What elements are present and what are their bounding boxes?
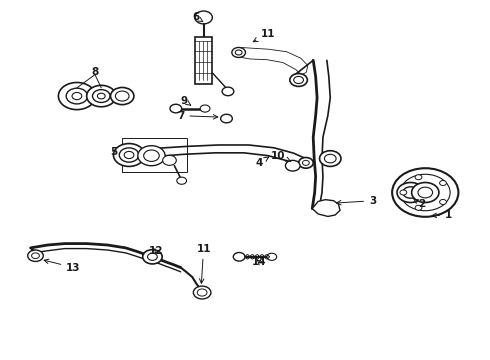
Circle shape bbox=[195, 11, 212, 24]
Circle shape bbox=[147, 253, 157, 260]
Circle shape bbox=[290, 73, 307, 86]
Circle shape bbox=[138, 146, 165, 166]
Text: 7: 7 bbox=[177, 111, 218, 121]
Circle shape bbox=[111, 87, 134, 105]
Circle shape bbox=[119, 148, 139, 162]
Circle shape bbox=[200, 105, 210, 112]
Circle shape bbox=[170, 104, 182, 113]
Text: 14: 14 bbox=[252, 257, 267, 267]
Text: 10: 10 bbox=[271, 151, 291, 161]
Circle shape bbox=[235, 50, 242, 55]
Bar bbox=[195, 37, 212, 84]
Circle shape bbox=[31, 253, 39, 258]
Text: 11: 11 bbox=[253, 28, 276, 42]
Circle shape bbox=[220, 114, 232, 123]
Polygon shape bbox=[312, 200, 340, 216]
Circle shape bbox=[177, 177, 187, 184]
Text: 11: 11 bbox=[196, 244, 211, 283]
Circle shape bbox=[324, 154, 336, 163]
Circle shape bbox=[143, 249, 162, 264]
Text: 9: 9 bbox=[180, 96, 191, 106]
Text: 13: 13 bbox=[44, 259, 81, 273]
Circle shape bbox=[298, 157, 313, 168]
Circle shape bbox=[286, 160, 300, 171]
Circle shape bbox=[144, 150, 159, 161]
Circle shape bbox=[403, 187, 418, 198]
Text: 6: 6 bbox=[193, 13, 203, 22]
Circle shape bbox=[415, 175, 422, 180]
Circle shape bbox=[440, 181, 446, 185]
Circle shape bbox=[98, 93, 105, 99]
Circle shape bbox=[124, 152, 134, 158]
Circle shape bbox=[302, 160, 309, 165]
Circle shape bbox=[194, 286, 211, 299]
Circle shape bbox=[116, 91, 129, 101]
Circle shape bbox=[233, 252, 245, 261]
Text: 12: 12 bbox=[149, 246, 164, 256]
Circle shape bbox=[232, 48, 245, 58]
Circle shape bbox=[294, 76, 303, 84]
Circle shape bbox=[197, 289, 207, 296]
Circle shape bbox=[412, 183, 439, 203]
Circle shape bbox=[28, 250, 43, 261]
Polygon shape bbox=[240, 48, 307, 84]
Circle shape bbox=[400, 174, 450, 211]
Circle shape bbox=[114, 144, 145, 166]
Circle shape bbox=[58, 82, 96, 110]
Text: 2: 2 bbox=[414, 199, 425, 209]
Circle shape bbox=[93, 90, 110, 103]
Circle shape bbox=[163, 156, 176, 165]
Text: 3: 3 bbox=[337, 196, 376, 206]
Circle shape bbox=[397, 183, 424, 203]
Circle shape bbox=[267, 253, 277, 260]
Text: 5: 5 bbox=[110, 147, 117, 157]
Circle shape bbox=[66, 88, 88, 104]
Circle shape bbox=[222, 87, 234, 96]
Circle shape bbox=[87, 85, 116, 107]
Circle shape bbox=[400, 190, 407, 195]
Circle shape bbox=[392, 168, 459, 217]
Circle shape bbox=[415, 205, 422, 210]
Circle shape bbox=[440, 199, 446, 204]
Circle shape bbox=[319, 151, 341, 166]
Circle shape bbox=[418, 187, 433, 198]
Circle shape bbox=[72, 93, 82, 100]
Text: 4: 4 bbox=[256, 157, 269, 168]
Text: 8: 8 bbox=[91, 67, 98, 77]
Text: 1: 1 bbox=[432, 210, 452, 220]
